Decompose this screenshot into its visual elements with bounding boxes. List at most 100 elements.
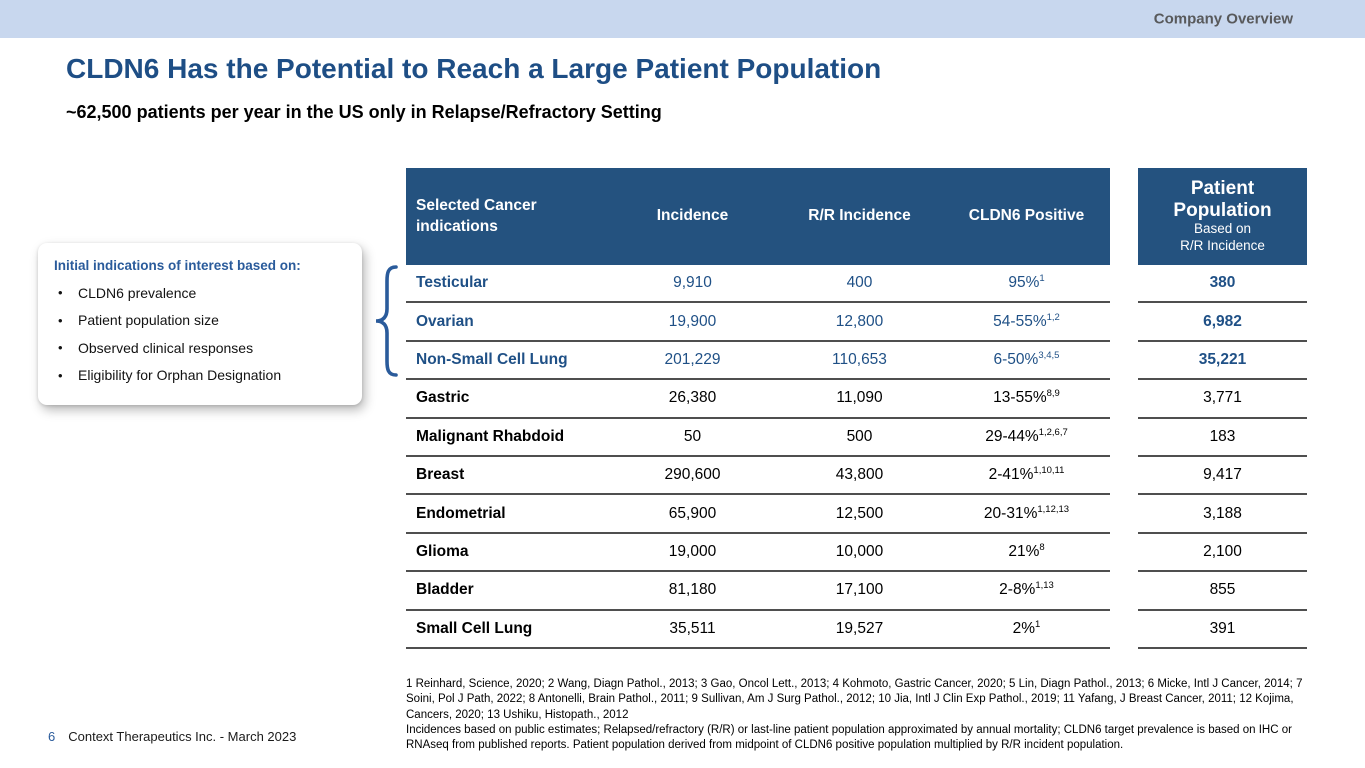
cell-patient-population: 183 [1138,419,1307,457]
cell-patient-population: 3,188 [1138,495,1307,534]
cell-incidence: 35,511 [669,619,716,637]
table-row: Breast 290,600 43,800 2-41%1,10,11 [406,457,1110,496]
table-row: Bladder 81,180 17,100 2-8%1,13 [406,572,1110,611]
bullet-dot-icon: • [58,340,63,356]
cell-cldn6-positive: 6-50%3,4,5 [993,349,1060,368]
reference-superscript: 1,10,11 [1033,464,1065,476]
cell-rr-incidence: 11,090 [836,389,883,407]
table-row: Testicular 9,910 400 95%1 [406,265,1110,304]
cell-incidence: 81,180 [668,581,717,599]
cell-indication: Endometrial [416,504,506,522]
info-box-bullet: • Patient population size [56,307,354,335]
cell-rr-incidence: 10,000 [835,542,884,560]
column-header-cldn6-positive: CLDN6 Positive [968,207,1085,225]
bullet-text: Patient population size [78,312,219,329]
page-number: 6 [48,729,56,744]
footnote-methodology: Incidences based on public estimates; Re… [406,723,1292,752]
table-row: Malignant Rhabdoid 50 500 29-44%1,2,6,7 [406,419,1110,457]
column-header-indication: Selected Cancer indications [416,197,537,235]
bullet-text: Observed clinical responses [78,339,254,356]
patient-population-subtitle: R/R Incidence [1180,238,1265,254]
info-box-bullet: • Eligibility for Orphan Designation [56,362,354,390]
info-box-heading: Initial indications of interest based on… [54,258,301,273]
cell-rr-incidence: 43,800 [835,466,884,484]
reference-superscript: 8 [1039,541,1045,553]
cell-cldn6-positive: 21%8 [1008,541,1045,560]
cell-rr-incidence: 12,800 [835,312,884,330]
table-row: Glioma 19,000 10,000 21%8 [406,534,1110,573]
cell-patient-population: 35,221 [1138,342,1307,381]
footnote-references: 1 Reinhard, Science, 2020; 2 Wang, Diagn… [406,678,1303,721]
cell-cldn6-positive: 2-41%1,10,11 [988,464,1065,484]
cell-patient-population: 2,100 [1138,534,1307,573]
cell-cldn6-positive: 29-44%1,2,6,7 [985,426,1068,445]
cell-patient-population: 6,982 [1138,303,1307,342]
cell-cldn6-positive: 54-55%1,2 [993,311,1060,330]
table-row: Small Cell Lung 35,511 19,527 2%1 [406,611,1110,649]
patient-population-subtitle: Based on [1193,221,1252,237]
patient-population-header: Patient Population Based on R/R Incidenc… [1138,168,1307,265]
info-box-list: • CLDN6 prevalence • Patient population si… [38,279,362,389]
bullet-text: Eligibility for Orphan Designation [78,367,282,384]
patient-population-column: Patient Population Based on R/R Incidenc… [1138,168,1307,649]
patient-population-title: Patient Population [1173,177,1272,221]
info-box-bullet: • Observed clinical responses [56,334,354,362]
slide-subtitle: ~62,500 patients per year in the US only… [66,102,662,122]
info-box-bullet: • CLDN6 prevalence [56,279,354,307]
reference-superscript: 1 [1035,618,1041,630]
table-row: Ovarian 19,900 12,800 54-55%1,2 [406,303,1110,342]
cell-rr-incidence: 17,100 [835,581,884,599]
cell-patient-population: 9,417 [1138,457,1307,496]
reference-superscript: 3,4,5 [1038,349,1060,361]
table-header-row: Selected Cancer indications Incidence R/… [406,168,1110,265]
cell-rr-incidence: 400 [846,274,873,292]
cell-rr-incidence: 12,500 [835,504,884,522]
column-header-rr-incidence: R/R Incidence [808,207,911,225]
info-box: Initial indications of interest based on… [38,243,362,405]
cell-patient-population: 391 [1138,611,1307,649]
indications-table: Selected Cancer indications Incidence R/… [406,168,1110,649]
reference-superscript: 1,13 [1035,580,1054,592]
cell-cldn6-positive: 13-55%8,9 [993,388,1060,407]
footer-label: Context Therapeutics Inc. - March 2023 [68,729,297,744]
cell-patient-population: 3,771 [1138,380,1307,419]
footnotes: 1 Reinhard, Science, 2020; 2 Wang, Diagn… [406,677,1310,753]
reference-superscript: 1 [1039,273,1045,285]
table-row: Non-Small Cell Lung 201,229 110,653 6-50… [406,342,1110,381]
cell-cldn6-positive: 95%1 [1008,273,1045,292]
column-header-incidence: Incidence [656,207,729,225]
bullet-text: CLDN6 prevalence [78,284,197,301]
cell-indication: Small Cell Lung [416,619,533,637]
cell-incidence: 290,600 [664,466,721,484]
bullet-dot-icon: • [58,312,63,328]
bullet-dot-icon: • [58,285,63,301]
cell-indication: Non-Small Cell Lung [416,350,568,368]
cell-indication: Ovarian [416,312,474,330]
slide-title: CLDN6 Has the Potential to Reach a Large… [66,53,882,84]
cell-indication: Breast [416,466,465,484]
cell-indication: Testicular [416,274,489,292]
cell-incidence: 26,380 [668,389,717,407]
curly-brace-icon [375,265,398,377]
cell-indication: Malignant Rhabdoid [416,427,565,445]
table-row: Endometrial 65,900 12,500 20-31%1,12,13 [406,495,1110,534]
cell-rr-incidence: 500 [846,427,873,445]
cell-indication: Bladder [416,581,474,599]
reference-superscript: 1,2,6,7 [1038,426,1068,438]
cell-incidence: 9,910 [673,274,712,292]
table-row: Gastric 26,380 11,090 13-55%8,9 [406,380,1110,419]
cell-indication: Glioma [416,542,469,560]
bullet-dot-icon: • [58,367,63,383]
table-body: Testicular 9,910 400 95%1 Ovarian 19,900… [406,265,1110,649]
population-body: 380 6,982 35,221 3,771 183 9,417 3,188 2… [1138,265,1307,649]
cell-incidence: 50 [683,427,702,445]
cell-cldn6-positive: 2%1 [1012,618,1041,637]
cell-rr-incidence: 19,527 [835,619,884,637]
reference-superscript: 8,9 [1046,388,1060,400]
slide-footer: 6 Context Therapeutics Inc. - March 2023 [48,729,296,744]
cell-patient-population: 380 [1138,265,1307,304]
reference-superscript: 1,2 [1046,311,1060,323]
cell-cldn6-positive: 20-31%1,12,13 [983,503,1070,522]
cell-cldn6-positive: 2-8%1,13 [999,580,1054,599]
